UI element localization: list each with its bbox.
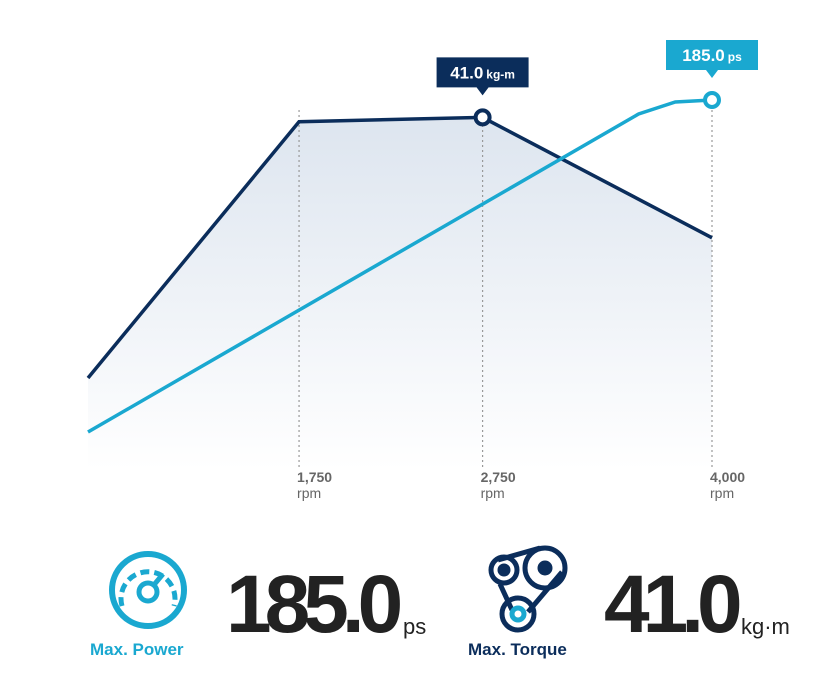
callout-label: 185.0 ps (682, 46, 742, 65)
x-tick-label: 4,000 (710, 469, 745, 485)
stat-value: 41.0 (604, 559, 740, 650)
stat-unit: ps (403, 614, 426, 639)
peak-marker (473, 108, 492, 127)
line (87, 98, 713, 434)
stat-label: Max. Power (90, 640, 184, 659)
callout-unit: kg-m (486, 67, 515, 81)
line (86, 115, 713, 380)
callout-value: 41.0 (450, 63, 483, 82)
stat-label: Max. Torque (468, 640, 567, 659)
x-unit: rpm (710, 485, 734, 501)
stat-unit: kg·m (741, 614, 790, 639)
stats: Max. Power 185.0 ps Max. Torque 41.0 kg·… (90, 559, 790, 659)
power-icon (109, 551, 187, 629)
callout-value: 185.0 (682, 46, 725, 65)
x-tick-label: 1,750 (297, 469, 332, 485)
area (88, 117, 712, 471)
peak-marker (703, 91, 721, 109)
stat-value: 185.0 (226, 559, 401, 650)
x-tick-label: 2,750 (481, 469, 516, 485)
callout (666, 40, 758, 78)
x-unit: rpm (481, 485, 505, 501)
torque-icon (488, 545, 568, 633)
callout-unit: ps (728, 50, 742, 64)
callout (436, 57, 529, 96)
callout-label: 41.0 kg-m (450, 63, 515, 82)
x-unit: rpm (297, 485, 321, 501)
